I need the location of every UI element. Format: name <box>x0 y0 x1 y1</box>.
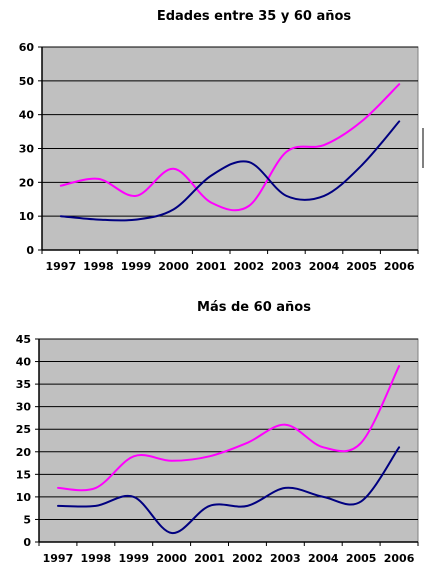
y-tick-label: 10 <box>19 210 35 223</box>
x-tick-label: 2000 <box>158 260 189 273</box>
y-tick-label: 50 <box>19 75 35 88</box>
y-tick-label: 25 <box>16 423 31 436</box>
x-tick-label: 2004 <box>309 260 340 273</box>
y-tick-label: 15 <box>16 468 31 481</box>
x-tick-label: 2002 <box>232 552 263 565</box>
y-tick-label: 30 <box>19 143 35 156</box>
x-tick-label: 1997 <box>45 260 76 273</box>
chart-mas-de-60: 0 5 10 15 20 25 30 35 40 45 1997 1998 1999 2000 2001 20… <box>16 300 419 565</box>
x-tick-label: 1997 <box>43 552 74 565</box>
chart-title: Más de 60 años <box>197 300 311 315</box>
y-tick-label: 40 <box>16 356 32 369</box>
y-tick-label: 35 <box>16 378 31 391</box>
series-line-0 <box>57 365 401 492</box>
y-tick-label: 20 <box>19 176 35 189</box>
y-tick-label: 0 <box>26 244 34 257</box>
x-tick-label: 2001 <box>196 260 227 273</box>
y-tick-label: 0 <box>23 536 31 549</box>
x-tick-label: 1998 <box>83 260 114 273</box>
plot-area <box>38 338 419 543</box>
x-tick-label: 2006 <box>384 552 415 565</box>
series-line-1 <box>57 446 401 534</box>
series-line-1 <box>59 120 401 222</box>
y-tick-label: 60 <box>19 41 35 54</box>
x-tick-label: 2005 <box>346 260 377 273</box>
x-tick-label: 1999 <box>121 260 152 273</box>
y-tick-label: 20 <box>16 446 32 459</box>
x-tick-label: 2004 <box>308 552 339 565</box>
x-tick-label: 2002 <box>233 260 264 273</box>
x-tick-label: 2006 <box>384 260 415 273</box>
x-tick-label: 2001 <box>194 552 225 565</box>
x-tick-label: 2003 <box>270 552 301 565</box>
y-tick-label: 30 <box>16 401 32 414</box>
x-tick-label: 1998 <box>81 552 112 565</box>
x-tick-label: 2000 <box>156 552 187 565</box>
chart-title: Edades entre 35 y 60 años <box>157 9 352 24</box>
x-tick-label: 1999 <box>118 552 149 565</box>
y-tick-label: 10 <box>16 491 32 504</box>
series-line-0 <box>59 83 401 212</box>
x-tick-label: 2003 <box>271 260 302 273</box>
y-tick-label: 40 <box>19 109 35 122</box>
chart-edades-35-60: 0 10 20 30 40 50 60 1997 1998 1999 2000 2001 2002 200… <box>19 9 419 273</box>
y-tick-label: 5 <box>23 513 31 526</box>
x-tick-label: 2005 <box>346 552 377 565</box>
y-tick-label: 45 <box>16 333 31 346</box>
